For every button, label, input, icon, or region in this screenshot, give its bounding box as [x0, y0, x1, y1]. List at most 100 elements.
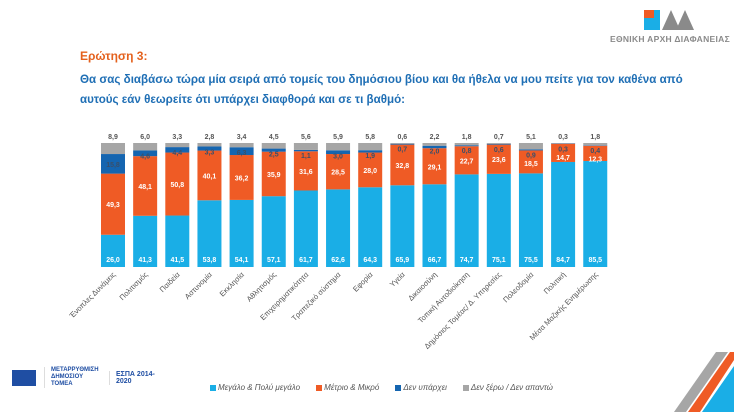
bar-segment: [261, 196, 286, 267]
data-label: 0,7: [494, 134, 504, 141]
bar-segment: [133, 150, 158, 157]
category-label: Υγεία: [388, 270, 407, 289]
data-label: 1,1: [301, 153, 311, 160]
data-label: 61,7: [299, 257, 313, 264]
bar-segment: [358, 152, 383, 188]
data-label: 31,6: [299, 169, 313, 176]
data-label: 28,0: [363, 168, 377, 175]
bar-segment: [229, 147, 254, 156]
legend-swatch: [316, 384, 323, 391]
data-label: 5,1: [526, 134, 536, 141]
data-label: 3,4: [237, 134, 247, 141]
data-label: 54,1: [235, 257, 249, 264]
bar-segment: [165, 143, 190, 148]
bar-segment: [486, 173, 511, 267]
category-label: Πολιτική: [542, 270, 568, 296]
legend-label: Μέτριο & Μικρό: [324, 383, 380, 392]
bar-segment: [261, 151, 286, 197]
data-label: 84,7: [556, 257, 570, 264]
bar-segment: [518, 150, 543, 174]
bar-segment: [422, 145, 447, 149]
legend: Μεγάλο & Πολύ μεγάλο Μέτριο & Μικρό Δεν υπ…: [210, 383, 553, 392]
category-label: Πολεοδομία: [501, 270, 536, 305]
bar-segment: [422, 184, 447, 267]
data-label: 29,1: [428, 164, 442, 171]
bar-segment: [326, 154, 351, 190]
data-label: 23,6: [492, 157, 506, 164]
reform-logo: ΜΕΤΑΡΡΥΘΜΙΣΗ ΔΗΜΟΣΙΟΥ ΤΟΜΕΑ: [44, 367, 101, 388]
data-label: 66,7: [428, 257, 442, 264]
data-label: 4,5: [269, 134, 279, 141]
category-label: Εφορία: [351, 270, 375, 294]
bar-segment: [422, 143, 447, 146]
bar-segment: [583, 160, 608, 267]
bar-segment: [390, 144, 415, 186]
bar-segment: [486, 143, 511, 145]
legend-label: Μεγάλο & Πολύ μεγάλο: [218, 383, 301, 392]
legend-swatch: [210, 384, 216, 391]
data-label: 57,1: [267, 257, 281, 264]
data-label: 5,8: [365, 134, 375, 141]
bar-segment: [101, 154, 125, 174]
category-label: Ένοπλες Δυνάμεις: [67, 270, 118, 321]
legend-label: Δεν ξέρω / Δεν απαντώ: [470, 383, 553, 392]
logo-mark-icon: [606, 8, 734, 32]
bar-segment: [165, 152, 190, 216]
bar-segment: [390, 143, 415, 144]
data-label: 3,3: [205, 149, 215, 156]
data-label: 8,9: [108, 134, 118, 141]
bar-segment: [518, 173, 543, 267]
data-label: 36,2: [235, 175, 249, 182]
bar-segment: [518, 149, 543, 151]
bar-segment: [261, 143, 286, 149]
legend-item: Δεν ξέρω / Δεν απαντώ: [462, 383, 553, 392]
data-label: 0,8: [462, 148, 472, 155]
bar-segment: [293, 190, 318, 267]
data-label: 0,3: [558, 134, 568, 141]
legend-item: Μέτριο & Μικρό: [316, 383, 379, 392]
data-label: 2,0: [430, 149, 440, 156]
bar-segment: [326, 189, 351, 267]
question-label: Ερώτηση 3:: [80, 49, 148, 63]
data-label: 0,7: [397, 147, 407, 154]
category-label: Παιδεία: [158, 270, 182, 294]
data-label: 5,6: [301, 134, 311, 141]
data-label: 1,9: [365, 153, 375, 160]
bar-segment: [165, 215, 190, 267]
data-label: 2,5: [269, 152, 279, 159]
data-label: 15,8: [106, 162, 120, 169]
bar-segment: [583, 145, 608, 161]
data-label: 74,7: [460, 257, 474, 264]
bar-segment: [454, 143, 479, 146]
data-label: 85,5: [588, 257, 602, 264]
data-label: 0,9: [526, 152, 536, 159]
bar-segment: [229, 155, 254, 200]
legend-label: Δεν υπάρχει: [403, 383, 447, 392]
data-label: 48,1: [138, 184, 152, 191]
bar-segment: [133, 143, 158, 151]
data-label: 4,6: [140, 153, 150, 160]
bar-segment: [326, 143, 351, 151]
category-label: Δικαιοσύνη: [406, 270, 439, 303]
data-label: 2,8: [205, 134, 215, 141]
data-label: 40,1: [203, 173, 217, 180]
bar-segment: [101, 173, 125, 235]
data-label: 75,5: [524, 257, 538, 264]
corner-stripes-decoration: [674, 352, 734, 412]
bar-segment: [197, 200, 222, 267]
bar-segment: [390, 185, 415, 267]
data-label: 0,3: [558, 146, 568, 153]
category-label: Εκκλησία: [218, 270, 247, 299]
data-label: 6,0: [140, 134, 150, 141]
bar-segment: [165, 147, 190, 153]
bar-segment: [551, 161, 576, 267]
category-label: Αστυνομία: [183, 270, 215, 302]
bar-segment: [229, 143, 254, 148]
bar-segment: [422, 148, 447, 185]
category-label: Μέσα Μαζικής Ενημέρωσης: [528, 270, 600, 342]
bar-segment: [293, 151, 318, 191]
data-label: 6,3: [237, 150, 247, 157]
bar-segment: [101, 234, 125, 267]
data-label: 28,5: [331, 170, 345, 177]
